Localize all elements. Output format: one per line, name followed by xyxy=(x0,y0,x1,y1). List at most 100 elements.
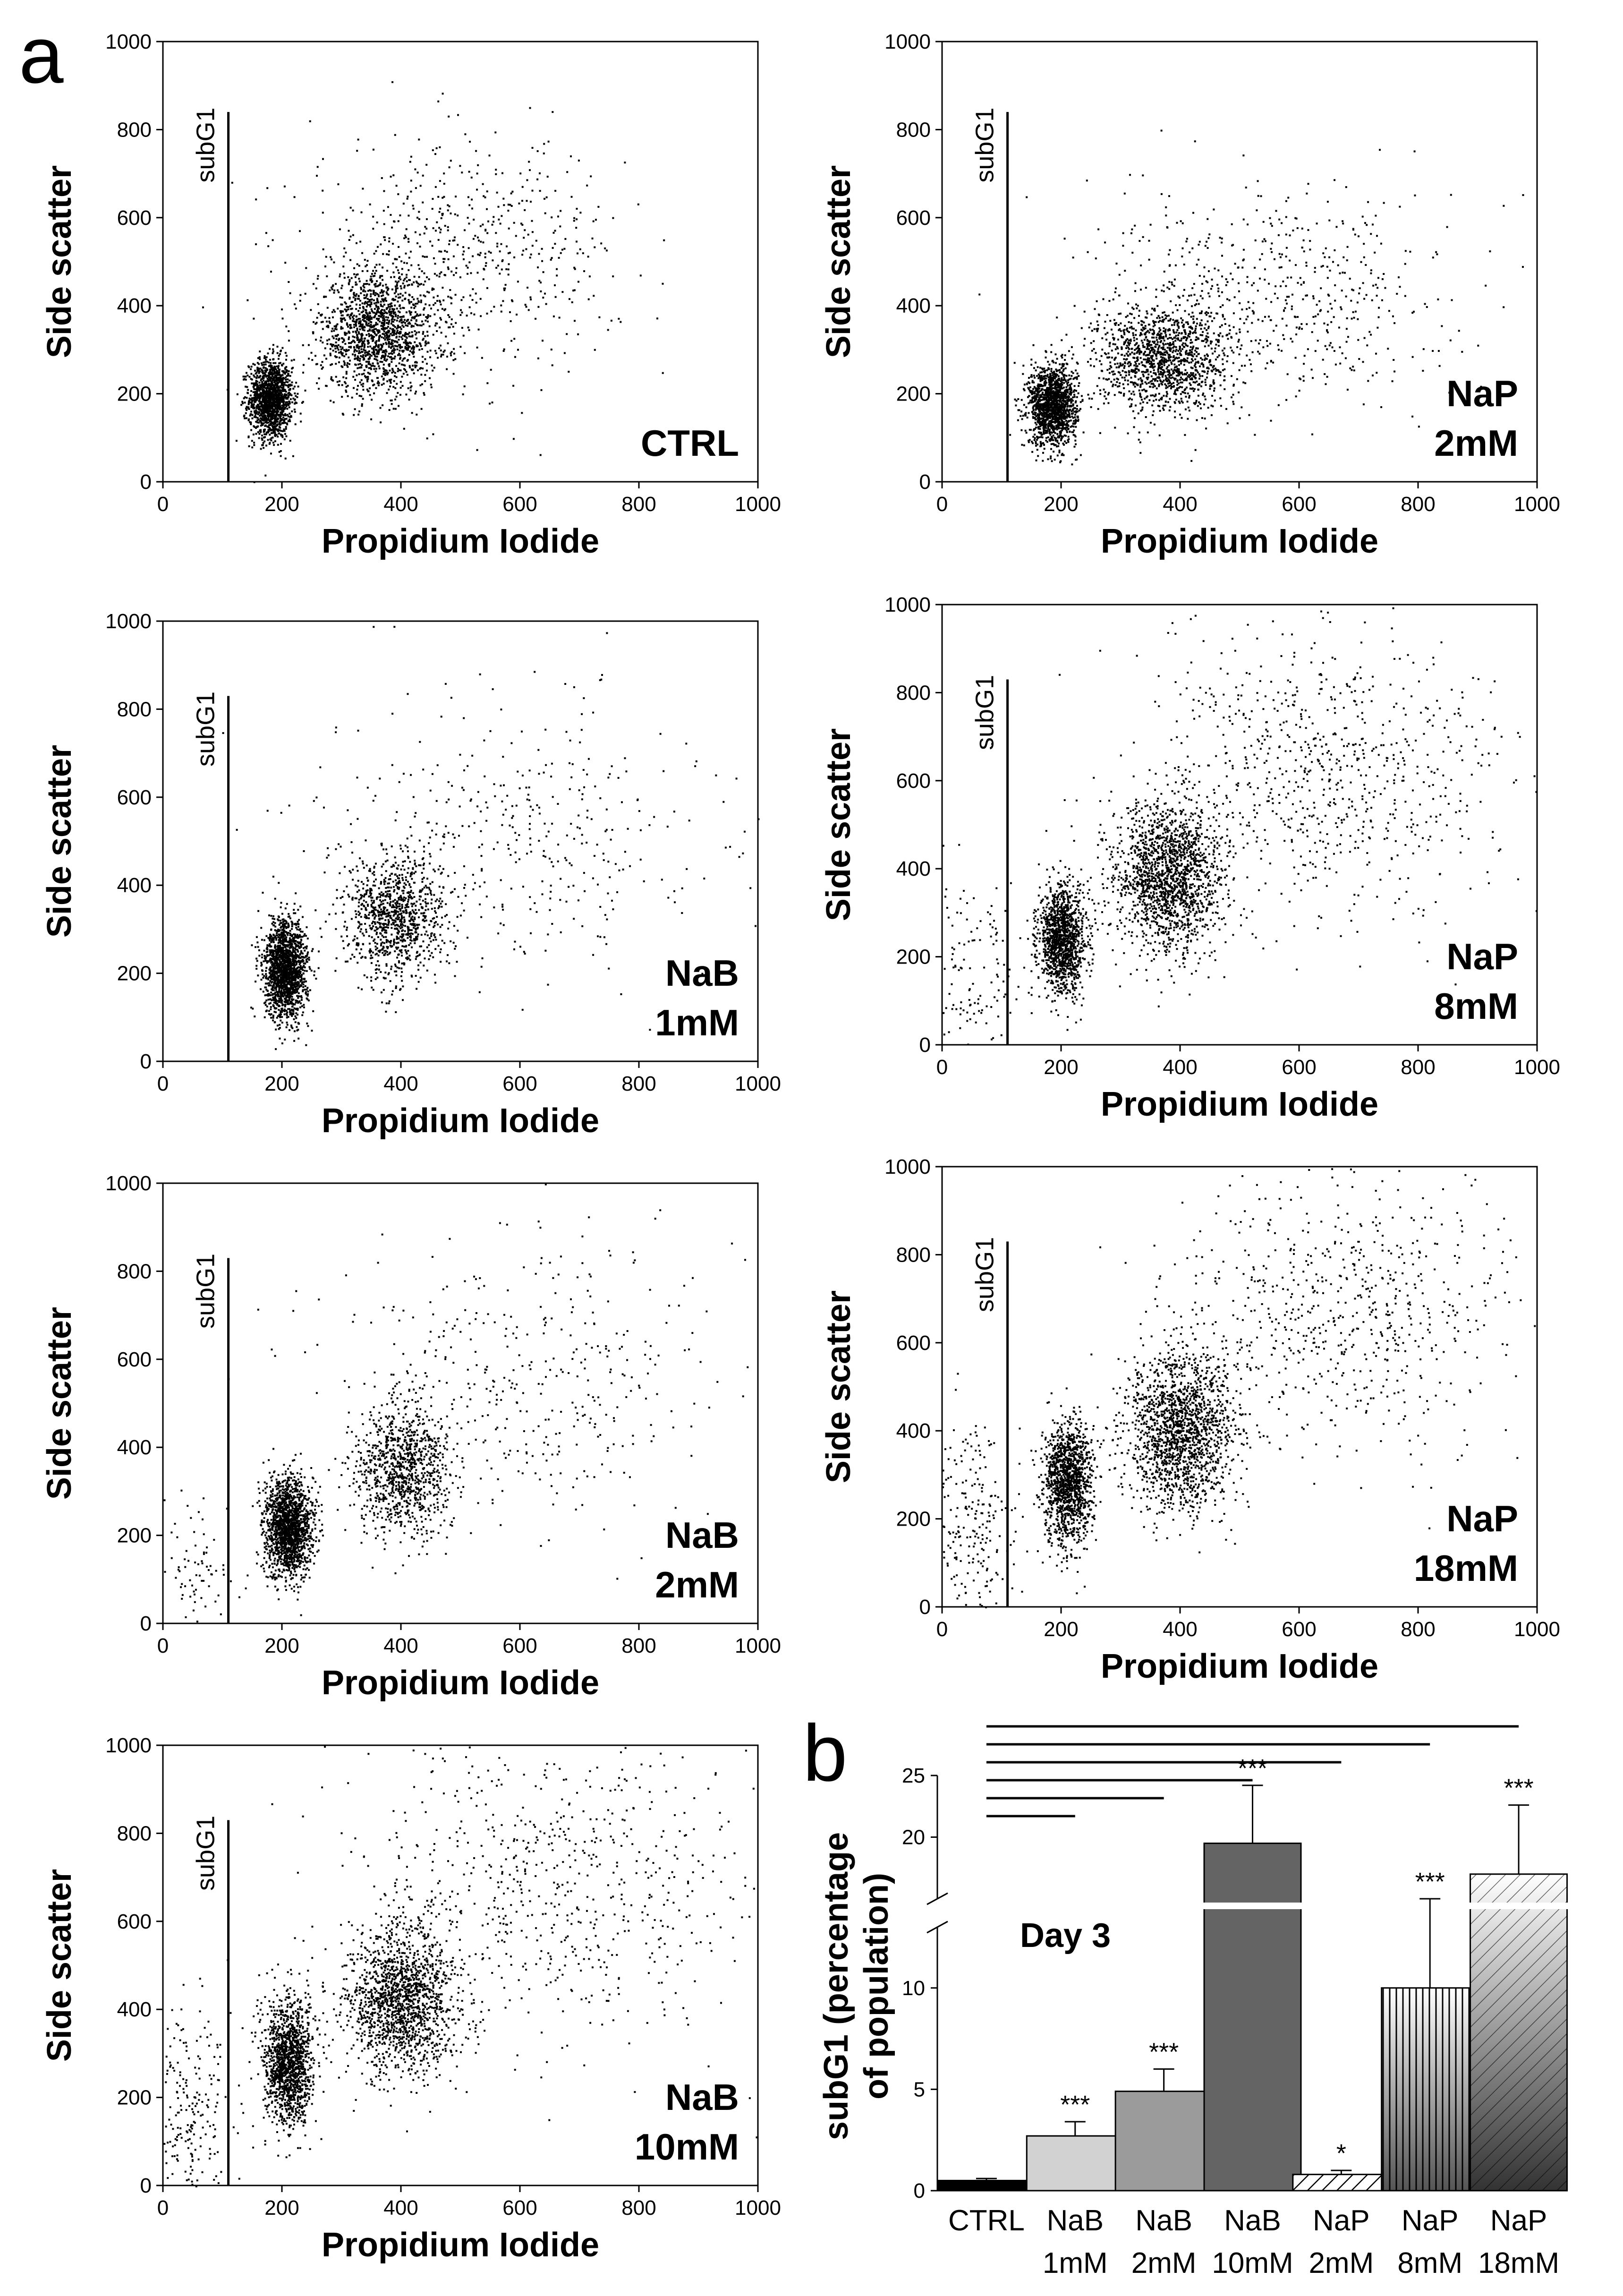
y-tick-label: 600 xyxy=(896,206,931,230)
y-axis-label: Side scatter xyxy=(41,165,78,358)
x-tick-label: 600 xyxy=(502,1072,537,1095)
scatter-panel-nap18: 0 200 400 600 800 1000 0 200 400 600 800 1000 Propid… xyxy=(820,1155,1560,1685)
y-tick-label: 800 xyxy=(896,118,931,141)
y-tick-label: 200 xyxy=(896,946,931,969)
y-tick-label: 0 xyxy=(919,1596,931,1619)
bar-category-label: NaB xyxy=(1224,2204,1281,2237)
x-tick-label: 600 xyxy=(1282,1618,1316,1641)
x-tick-label: 1000 xyxy=(735,1072,781,1095)
y-axis-label: Side scatter xyxy=(820,165,858,358)
scatter-points-path xyxy=(163,1183,749,1623)
condition-label: NaP xyxy=(1446,373,1518,414)
y-tick-label: 200 xyxy=(117,962,152,985)
y-tick-label: 800 xyxy=(117,698,152,721)
x-tick-label: 200 xyxy=(1044,1618,1078,1641)
scatter-points-path xyxy=(202,81,665,483)
x-tick-label: 1000 xyxy=(735,1634,781,1657)
bar-category-label: 10mM xyxy=(1212,2247,1293,2279)
y-axis-label: Side scatter xyxy=(41,1307,78,1500)
x-axis-label: Propidium Iodide xyxy=(322,1664,599,1702)
scatter-points xyxy=(942,607,1538,1046)
bar-break-gap xyxy=(1202,1903,1303,1909)
x-tick-label: 1000 xyxy=(1514,1618,1560,1641)
x-tick-label: 800 xyxy=(1401,493,1435,516)
x-tick-label: 0 xyxy=(936,1618,948,1641)
y-tick-label: 1000 xyxy=(884,593,931,616)
x-tick-label: 600 xyxy=(502,1634,537,1657)
y-tick-label: 1000 xyxy=(105,1734,152,1757)
bar-category-label: NaP xyxy=(1313,2204,1370,2237)
y-tick-label: 600 xyxy=(896,769,931,793)
bar-break-gap xyxy=(1468,1903,1569,1909)
x-tick-label: 200 xyxy=(264,493,299,516)
bar-y-tick-label: 5 xyxy=(914,2078,925,2101)
subg1-gate-label: subG1 xyxy=(971,108,999,183)
scatter-points xyxy=(202,81,665,483)
condition-label: NaB xyxy=(665,1514,739,1556)
condition-label: 8mM xyxy=(1434,985,1518,1027)
bar xyxy=(1470,1873,1568,2192)
scatter-panel-nab1: 0 200 400 600 800 1000 0 200 400 600 800 1000 Propid… xyxy=(41,610,781,1140)
plot-frame xyxy=(162,41,759,483)
y-tick-label: 400 xyxy=(117,874,152,897)
bar-category-label: NaB xyxy=(1135,2204,1192,2237)
x-axis-label: Propidium Iodide xyxy=(322,522,599,560)
y-tick-label: 400 xyxy=(117,294,152,317)
condition-label: NaP xyxy=(1446,936,1518,977)
y-tick-label: 0 xyxy=(919,1033,931,1057)
x-tick-label: 200 xyxy=(264,1634,299,1657)
subg1-gate-label: subG1 xyxy=(192,691,220,767)
scatter-points-path xyxy=(978,129,1524,466)
x-tick-label: 600 xyxy=(1282,493,1316,516)
scatter-panel-nab10: 0 200 400 600 800 1000 0 200 400 600 800 1000 Propid… xyxy=(41,1734,781,2264)
plot-frame xyxy=(941,41,1538,483)
x-tick-label: 400 xyxy=(1163,1056,1197,1079)
bar-category-label: NaP xyxy=(1402,2204,1459,2237)
x-tick-label: 1000 xyxy=(735,493,781,516)
y-tick-label: 600 xyxy=(117,1910,152,1933)
y-axis-label: Side scatter xyxy=(820,728,858,921)
condition-label: NaB xyxy=(665,2076,739,2118)
x-tick-label: 800 xyxy=(621,1072,656,1095)
y-tick-label: 600 xyxy=(117,786,152,809)
y-tick-label: 800 xyxy=(117,1260,152,1283)
x-tick-label: 200 xyxy=(264,1072,299,1095)
y-tick-label: 600 xyxy=(117,206,152,230)
bar-y-tick-label: 25 xyxy=(902,1764,925,1787)
panel-label-a: a xyxy=(19,10,64,100)
bar xyxy=(1203,1843,1302,2192)
y-tick-label: 200 xyxy=(117,2086,152,2109)
scatter-points xyxy=(163,1746,758,2187)
y-tick-label: 0 xyxy=(140,1050,152,1073)
y-tick-label: 200 xyxy=(896,383,931,406)
x-axis-label: Propidium Iodide xyxy=(1101,522,1378,560)
condition-label: 10mM xyxy=(635,2126,739,2168)
significance-marker: *** xyxy=(1238,1754,1267,1783)
bar-y-tick-label: 20 xyxy=(902,1826,925,1849)
significance-marker: *** xyxy=(1504,1774,1534,1802)
bar xyxy=(1381,1987,1479,2192)
bar-fill-hatch xyxy=(1470,1874,1567,2191)
bar-category-label: NaP xyxy=(1490,2204,1547,2237)
y-tick-label: 0 xyxy=(140,1612,152,1635)
bar-category-label: 1mM xyxy=(1043,2247,1108,2279)
y-tick-label: 200 xyxy=(896,1508,931,1531)
x-tick-label: 200 xyxy=(1044,1056,1078,1079)
bar-category-label: 18mM xyxy=(1478,2247,1559,2279)
subg1-gate-label: subG1 xyxy=(971,675,999,750)
x-axis-label: Propidium Iodide xyxy=(322,1102,599,1140)
x-tick-label: 0 xyxy=(157,493,169,516)
y-tick-label: 1000 xyxy=(884,30,931,53)
x-tick-label: 800 xyxy=(621,493,656,516)
scatter-points-path xyxy=(942,1168,1536,1608)
x-tick-label: 400 xyxy=(1163,493,1197,516)
significance-marker: *** xyxy=(1149,2038,1179,2066)
bar xyxy=(1114,2091,1213,2192)
bar-y-axis-label: of population) xyxy=(858,1873,895,2100)
x-tick-label: 1000 xyxy=(1514,1056,1560,1079)
bar xyxy=(1292,2174,1391,2192)
x-tick-label: 400 xyxy=(1163,1618,1197,1641)
bar-category-label: 2mM xyxy=(1309,2247,1374,2279)
x-tick-label: 400 xyxy=(383,1072,418,1095)
condition-label: 2mM xyxy=(1434,422,1518,464)
